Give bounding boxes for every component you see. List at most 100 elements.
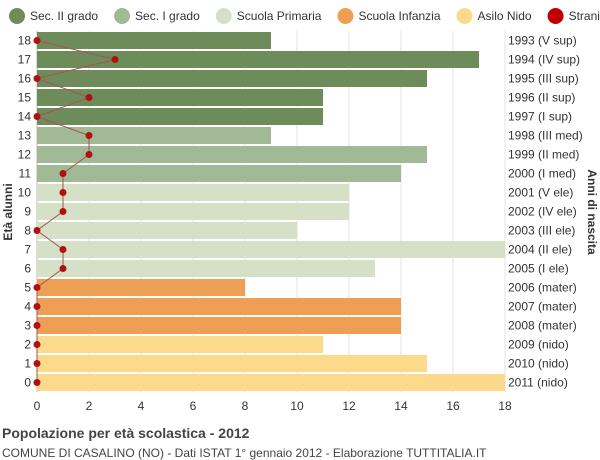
stranieri-point-age-12 [85,151,93,158]
stranieri-point-age-16 [33,75,41,82]
chart-title: Popolazione per età scolastica - 2012 [2,425,250,441]
legend-label-4: Asilo Nido [478,9,532,23]
bar-age-9 [37,203,349,220]
x-tick-0: 0 [34,399,41,413]
stranieri-point-age-6 [59,265,67,272]
legend-swatch-3 [337,8,354,24]
bar-age-8 [37,222,297,239]
stranieri-point-age-9 [59,208,67,215]
chart-subtitle: COMUNE DI CASALINO (NO) - Dati ISTAT 1° … [2,446,487,460]
x-tick-3: 6 [190,399,197,413]
birth-label-17: 1994 (IV sup) [508,53,580,67]
stranieri-point-age-14 [33,113,41,120]
age-label-1: 1 [24,357,31,371]
bar-age-3 [37,317,401,334]
bar-age-13 [37,127,271,144]
legend-label-1: Sec. I grado [135,9,200,23]
legend-swatch-1 [114,8,131,24]
age-label-4: 4 [24,300,31,314]
stranieri-point-age-3 [33,322,41,329]
age-label-18: 18 [18,34,32,48]
bar-age-16 [37,70,427,87]
birth-label-18: 1993 (V sup) [508,34,577,48]
bar-age-5 [37,279,245,296]
legend-label-0: Sec. II grado [30,9,98,23]
birth-label-11: 2000 (I med) [508,167,576,181]
stranieri-point-age-8 [33,227,41,234]
stranieri-point-age-10 [59,189,67,196]
age-label-6: 6 [24,262,31,276]
age-label-17: 17 [18,53,32,67]
birth-label-8: 2003 (III ele) [508,224,575,238]
age-label-14: 14 [18,110,32,124]
y-axis-title: Età alunni [1,183,15,240]
stranieri-point-age-7 [59,246,67,253]
stranieri-point-age-15 [85,94,93,101]
stranieri-point-age-11 [59,170,67,177]
stranieri-point-age-0 [33,379,41,386]
age-label-3: 3 [24,319,31,333]
x-tick-labels: 0 2 4 6 8 10 12 14 16 18 [34,399,512,413]
legend-swatch-5 [547,8,564,24]
x-tick-1: 2 [86,399,93,413]
age-label-8: 8 [24,224,31,238]
legend-label-3: Scuola Infanzia [358,9,440,23]
stranieri-point-age-13 [85,132,93,139]
x-tick-4: 8 [242,399,249,413]
birth-label-9: 2002 (IV ele) [508,205,577,219]
birth-label-1: 2010 (nido) [508,357,569,371]
birth-label-5: 2006 (mater) [508,281,577,295]
stranieri-point-age-18 [33,37,41,44]
age-label-15: 15 [18,91,32,105]
legend-label-2: Scuola Primaria [237,9,322,23]
bar-age-18 [37,32,271,49]
age-label-5: 5 [24,281,31,295]
birth-label-16: 1995 (III sup) [508,72,579,86]
bar-age-17 [37,51,479,68]
bar-age-10 [37,184,349,201]
birth-label-7: 2004 (II ele) [508,243,572,257]
birth-label-13: 1998 (III med) [508,129,583,143]
stranieri-point-age-5 [33,284,41,291]
birth-label-10: 2001 (V ele) [508,186,573,200]
bar-age-15 [37,89,323,106]
bar-age-4 [37,298,401,315]
stranieri-point-age-1 [33,360,41,367]
bar-age-12 [37,146,427,163]
x-tick-9: 18 [498,399,512,413]
bars [37,32,505,391]
y-axis-right-title: Anni di nascita [585,169,599,255]
age-label-16: 16 [18,72,32,86]
x-tick-2: 4 [138,399,145,413]
bar-age-14 [37,108,323,125]
birth-year-tick-labels: 1993 (V sup) 1994 (IV sup) 1995 (III sup) 1… [508,34,583,390]
x-tick-8: 16 [446,399,460,413]
age-label-0: 0 [24,376,31,390]
birth-label-2: 2009 (nido) [508,338,569,352]
stranieri-point-age-4 [33,303,41,310]
bar-age-0 [37,374,505,391]
bar-age-6 [37,260,375,277]
age-label-9: 9 [24,205,31,219]
birth-label-14: 1997 (I sup) [508,110,572,124]
legend-label-5: Stranieri [569,9,600,23]
legend-swatch-0 [9,8,25,24]
birth-label-6: 2005 (I ele) [508,262,569,276]
birth-label-0: 2011 (nido) [508,376,568,390]
age-label-13: 13 [18,129,32,143]
x-tick-6: 12 [342,399,356,413]
age-label-12: 12 [18,148,32,162]
legend-swatch-2 [215,8,232,24]
legend-swatch-4 [456,8,473,24]
bar-age-2 [37,336,323,353]
birth-label-4: 2007 (mater) [508,300,577,314]
bar-age-11 [37,165,401,182]
birth-label-3: 2008 (mater) [508,319,577,333]
x-tick-7: 14 [394,399,408,413]
age-label-2: 2 [24,338,31,352]
legend: Sec. II grado Sec. I grado Scuola Primaria… [9,8,600,24]
birth-label-15: 1996 (II sup) [508,91,575,105]
bar-age-7 [37,241,505,258]
